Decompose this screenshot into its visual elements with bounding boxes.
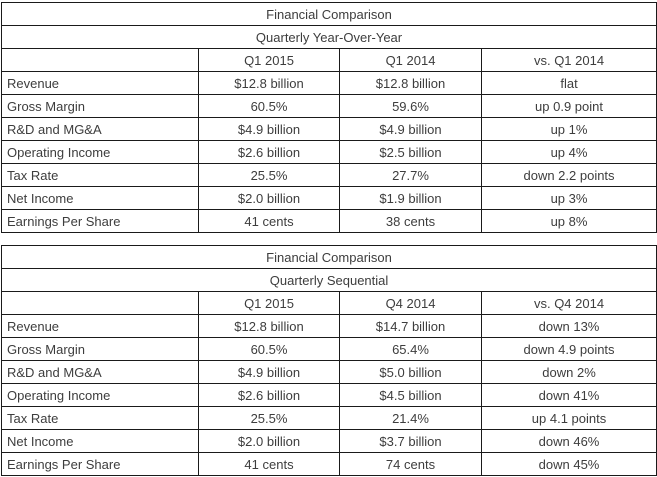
cell-value: $4.9 billion	[198, 360, 340, 384]
table-row: R&D and MG&A $4.9 billion $5.0 billion down…	[1, 360, 657, 384]
financial-comparison-table: Financial Comparison Quarterly Sequentia…	[0, 245, 657, 476]
row-label: Net Income	[1, 429, 199, 453]
cell-value: $2.6 billion	[198, 140, 340, 164]
cell-value: flat	[480, 71, 657, 95]
column-header: Q1 2015	[198, 291, 340, 315]
column-header-empty	[1, 48, 199, 72]
cell-value: 41 cents	[198, 452, 340, 476]
row-label: Revenue	[1, 314, 199, 338]
column-header-empty	[1, 291, 199, 315]
row-label: Operating Income	[1, 383, 199, 407]
cell-value: up 3%	[480, 186, 657, 210]
table-title-row: Financial Comparison	[0, 245, 657, 269]
row-label: R&D and MG&A	[1, 117, 199, 141]
row-label: Revenue	[1, 71, 199, 95]
row-label: Net Income	[1, 186, 199, 210]
cell-value: 25.5%	[198, 406, 340, 430]
cell-value: 38 cents	[339, 209, 482, 233]
cell-value: down 45%	[480, 452, 657, 476]
cell-value: down 4.9 points	[480, 337, 657, 361]
cell-value: down 2%	[480, 360, 657, 384]
cell-value: $4.9 billion	[198, 117, 340, 141]
cell-value: 25.5%	[198, 163, 340, 187]
row-label: Operating Income	[1, 140, 199, 164]
table-row: Revenue $12.8 billion $12.8 billion flat	[1, 71, 657, 95]
cell-value: 21.4%	[339, 406, 482, 430]
table-title: Financial Comparison	[0, 245, 657, 269]
row-label: Earnings Per Share	[1, 452, 199, 476]
table-row: Tax Rate 25.5% 21.4% up 4.1 points	[1, 406, 657, 430]
cell-value: up 0.9 point	[480, 94, 657, 118]
cell-value: $2.0 billion	[198, 186, 340, 210]
cell-value: $1.9 billion	[339, 186, 482, 210]
table-row: Tax Rate 25.5% 27.7% down 2.2 points	[1, 163, 657, 187]
cell-value: $4.5 billion	[339, 383, 482, 407]
row-label: Gross Margin	[1, 94, 199, 118]
table-subtitle-row: Quarterly Sequential	[0, 268, 657, 292]
cell-value: down 2.2 points	[480, 163, 657, 187]
column-header: Q4 2014	[339, 291, 482, 315]
table-row: Earnings Per Share 41 cents 74 cents down 4…	[1, 452, 657, 476]
column-header: vs. Q4 2014	[480, 291, 657, 315]
cell-value: down 13%	[480, 314, 657, 338]
cell-value: $5.0 billion	[339, 360, 482, 384]
cell-value: $4.9 billion	[339, 117, 482, 141]
table-row: Revenue $12.8 billion $14.7 billion down 13…	[1, 314, 657, 338]
table-row: Operating Income $2.6 billion $2.5 billion…	[1, 140, 657, 164]
cell-value: up 4.1 points	[480, 406, 657, 430]
table-subtitle: Quarterly Year-Over-Year	[0, 25, 657, 49]
column-header: Q1 2015	[198, 48, 340, 72]
table-row: Gross Margin 60.5% 65.4% down 4.9 points	[1, 337, 657, 361]
table-subtitle-row: Quarterly Year-Over-Year	[0, 25, 657, 49]
cell-value: $2.6 billion	[198, 383, 340, 407]
row-label: Tax Rate	[1, 163, 199, 187]
column-header: vs. Q1 2014	[480, 48, 657, 72]
table-row: Earnings Per Share 41 cents 38 cents up 8%	[1, 209, 657, 233]
cell-value: up 1%	[480, 117, 657, 141]
cell-value: $3.7 billion	[339, 429, 482, 453]
cell-value: $2.5 billion	[339, 140, 482, 164]
cell-value: 74 cents	[339, 452, 482, 476]
row-label: Tax Rate	[1, 406, 199, 430]
cell-value: down 46%	[480, 429, 657, 453]
cell-value: 60.5%	[198, 94, 340, 118]
cell-value: 27.7%	[339, 163, 482, 187]
column-header-row: Q1 2015 Q1 2014 vs. Q1 2014	[1, 48, 657, 72]
row-label: Gross Margin	[1, 337, 199, 361]
cell-value: $14.7 billion	[339, 314, 482, 338]
table-row: Gross Margin 60.5% 59.6% up 0.9 point	[1, 94, 657, 118]
column-header-row: Q1 2015 Q4 2014 vs. Q4 2014	[1, 291, 657, 315]
table-title-row: Financial Comparison	[0, 2, 657, 26]
cell-value: up 4%	[480, 140, 657, 164]
table-row: Net Income $2.0 billion $3.7 billion down 4…	[1, 429, 657, 453]
cell-value: 65.4%	[339, 337, 482, 361]
row-label: R&D and MG&A	[1, 360, 199, 384]
cell-value: up 8%	[480, 209, 657, 233]
cell-value: $12.8 billion	[339, 71, 482, 95]
financial-comparison-table: Financial Comparison Quarterly Year-Over…	[0, 2, 657, 233]
table-row: Net Income $2.0 billion $1.9 billion up 3%	[1, 186, 657, 210]
table-row: R&D and MG&A $4.9 billion $4.9 billion up 1…	[1, 117, 657, 141]
cell-value: 60.5%	[198, 337, 340, 361]
table-subtitle: Quarterly Sequential	[0, 268, 657, 292]
table-title: Financial Comparison	[0, 2, 657, 26]
cell-value: $12.8 billion	[198, 71, 340, 95]
cell-value: $2.0 billion	[198, 429, 340, 453]
cell-value: down 41%	[480, 383, 657, 407]
table-row: Operating Income $2.6 billion $4.5 billion…	[1, 383, 657, 407]
row-label: Earnings Per Share	[1, 209, 199, 233]
cell-value: 41 cents	[198, 209, 340, 233]
cell-value: $12.8 billion	[198, 314, 340, 338]
column-header: Q1 2014	[339, 48, 482, 72]
cell-value: 59.6%	[339, 94, 482, 118]
